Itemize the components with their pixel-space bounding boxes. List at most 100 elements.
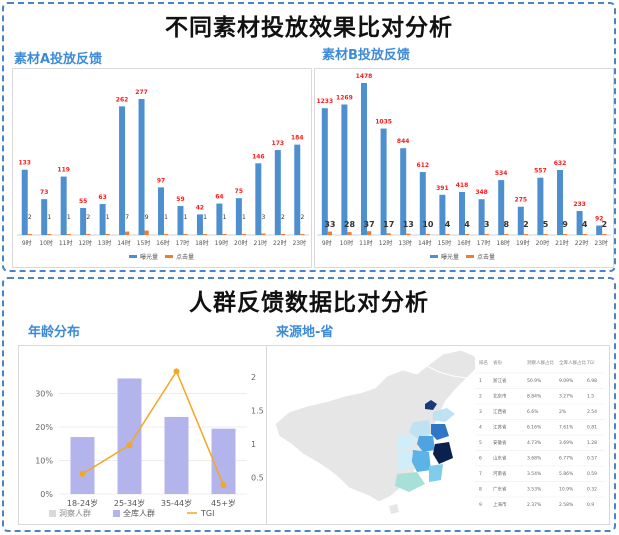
table-cell: 5.86% (559, 471, 574, 477)
table-cell: 2.54 (587, 409, 597, 415)
table-cell: 3 (479, 409, 482, 415)
x-tick-label: 11时 (359, 239, 373, 247)
exposure-bar (576, 211, 583, 235)
x-tick-label: 16时 (156, 239, 170, 247)
exposure-value-label: 63 (98, 194, 106, 201)
click-bar (425, 233, 430, 235)
click-value-label: 2 (281, 214, 285, 221)
click-bar (367, 231, 372, 235)
click-bar (27, 234, 32, 235)
exposure-bar (235, 198, 242, 235)
x-tick-label: 12时 (78, 239, 92, 247)
table-cell: 10.9% (559, 487, 574, 493)
exposure-value-label: 632 (554, 160, 567, 167)
click-value-label: 5 (543, 220, 549, 229)
x-tick-label: 20时 (536, 239, 550, 247)
exposure-value-label: 844 (397, 138, 410, 145)
table-cell: 2 (479, 394, 482, 400)
click-value-label: 2 (523, 220, 529, 229)
age-chart-svg: 0% 10% 20% 30% 0.5 1 1.5 2 18-24岁 25-34岁 35-44岁 45+… (35, 368, 264, 518)
province-table: 排名 省份 洞察人群占比 全库人群占比 TGI 1 浙江省 50.9% 9.09% 6.98 2 北京… (475, 352, 605, 518)
x-tick-label: 13时 (398, 239, 412, 247)
x-tick-label: 22时 (575, 239, 589, 247)
table-cell: 7.61% (559, 425, 574, 431)
exposure-bar (274, 150, 281, 235)
x-tick-label: 18-24岁 (67, 498, 98, 508)
legend-click-label: 点击量 (477, 253, 495, 261)
province-map-svg: 排名 省份 洞察人群占比 全库人群占比 TGI 1 浙江省 50.9% 9.09% 6.98 2 北京… (274, 349, 605, 518)
table-cell: 安徽省 (493, 439, 507, 446)
exposure-value-label: 277 (135, 89, 148, 96)
chart-b-svg: 1233339时12692810时14783711时10351712时84413… (316, 73, 611, 261)
table-cell: 3.54% (527, 471, 542, 477)
click-value-label: 9 (145, 214, 149, 221)
legend-exposure-label: 曝光量 (140, 253, 158, 261)
chart-b-title: 素材B投放反馈 (322, 48, 410, 63)
table-cell: 2.58% (559, 502, 574, 508)
x-tick-label: 9时 (322, 239, 332, 247)
click-value-label: 13 (403, 220, 414, 229)
click-bar (300, 234, 305, 235)
exposure-value-label: 1035 (375, 119, 392, 126)
exposure-value-label: 612 (417, 162, 430, 169)
x-tick-label: 23时 (594, 239, 608, 247)
exposure-bar (119, 106, 126, 235)
table-cell: 6.6% (527, 409, 539, 415)
click-value-label: 4 (464, 220, 470, 229)
click-value-label: 3 (484, 220, 490, 229)
exposure-value-label: 97 (157, 177, 165, 184)
click-bar (66, 234, 71, 235)
chart-a: 133 2 9时 73 1 10时 119 1 11时 55 2 12时 63 1 13时 262 7 14时 27… (12, 68, 312, 268)
x-tick-label: 10时 (340, 239, 354, 247)
exposure-bar (537, 177, 544, 235)
x-tick-label: 19时 (215, 239, 229, 247)
population-bar (117, 378, 142, 494)
legend-insight-label: 洞察人群 (59, 508, 91, 518)
exposure-bar (557, 170, 563, 235)
click-bar (47, 234, 52, 235)
click-bar (504, 234, 509, 235)
table-cell: 0.57 (587, 456, 597, 462)
province-shandong (433, 408, 455, 422)
click-bar (222, 234, 227, 235)
click-value-label: 9 (562, 220, 568, 229)
exposure-value-label: 173 (272, 140, 285, 147)
x-tick-label: 22时 (273, 239, 287, 247)
tgi-point (173, 368, 180, 375)
click-bar (386, 233, 391, 235)
click-value-label: 4 (582, 220, 588, 229)
exposure-bar (459, 192, 465, 235)
tgi-point (79, 470, 86, 477)
population-bar (70, 437, 95, 494)
exposure-value-label: 233 (573, 201, 586, 208)
click-bar (241, 234, 247, 235)
x-tick-label: 35-44岁 (161, 498, 192, 508)
click-value-label: 37 (364, 220, 375, 229)
exposure-value-label: 348 (475, 189, 488, 196)
x-tick-label: 10时 (39, 239, 53, 247)
table-cell: 江苏省 (493, 424, 507, 431)
exposure-value-label: 42 (196, 204, 204, 211)
table-cell: 山东省 (493, 455, 507, 462)
exposure-bar (341, 104, 348, 235)
exposure-bar (498, 180, 505, 235)
exposure-value-label: 262 (116, 96, 129, 103)
table-cell: 1.5 (587, 394, 594, 400)
table-cell: 0.9 (587, 502, 594, 508)
y-tick-label: 0% (40, 490, 53, 499)
section-title-2: 人群反馈数据比对分析 (189, 290, 429, 316)
exposure-bar (138, 99, 145, 235)
table-cell: 1.28 (587, 440, 597, 446)
material-comparison-panel: 不同素材投放效果比对分析 素材A投放反馈 素材B投放反馈 133 2 9时 73 1 10… (2, 2, 616, 272)
x-tick-label: 21时 (254, 239, 268, 247)
click-bar (602, 234, 607, 235)
tgi-point (220, 482, 227, 489)
click-value-label: 33 (324, 220, 335, 229)
click-bar (445, 234, 450, 235)
click-bar (261, 233, 266, 235)
map-title: 来源地-省 (276, 325, 334, 340)
chart-b: 1233 33 9时 1269 28 10时 1478 37 11时 1035 17 12时 844 13… (314, 68, 614, 268)
table-cell: 河南省 (493, 470, 507, 477)
click-bar (105, 234, 110, 235)
y-tick-label: 20% (35, 423, 53, 432)
